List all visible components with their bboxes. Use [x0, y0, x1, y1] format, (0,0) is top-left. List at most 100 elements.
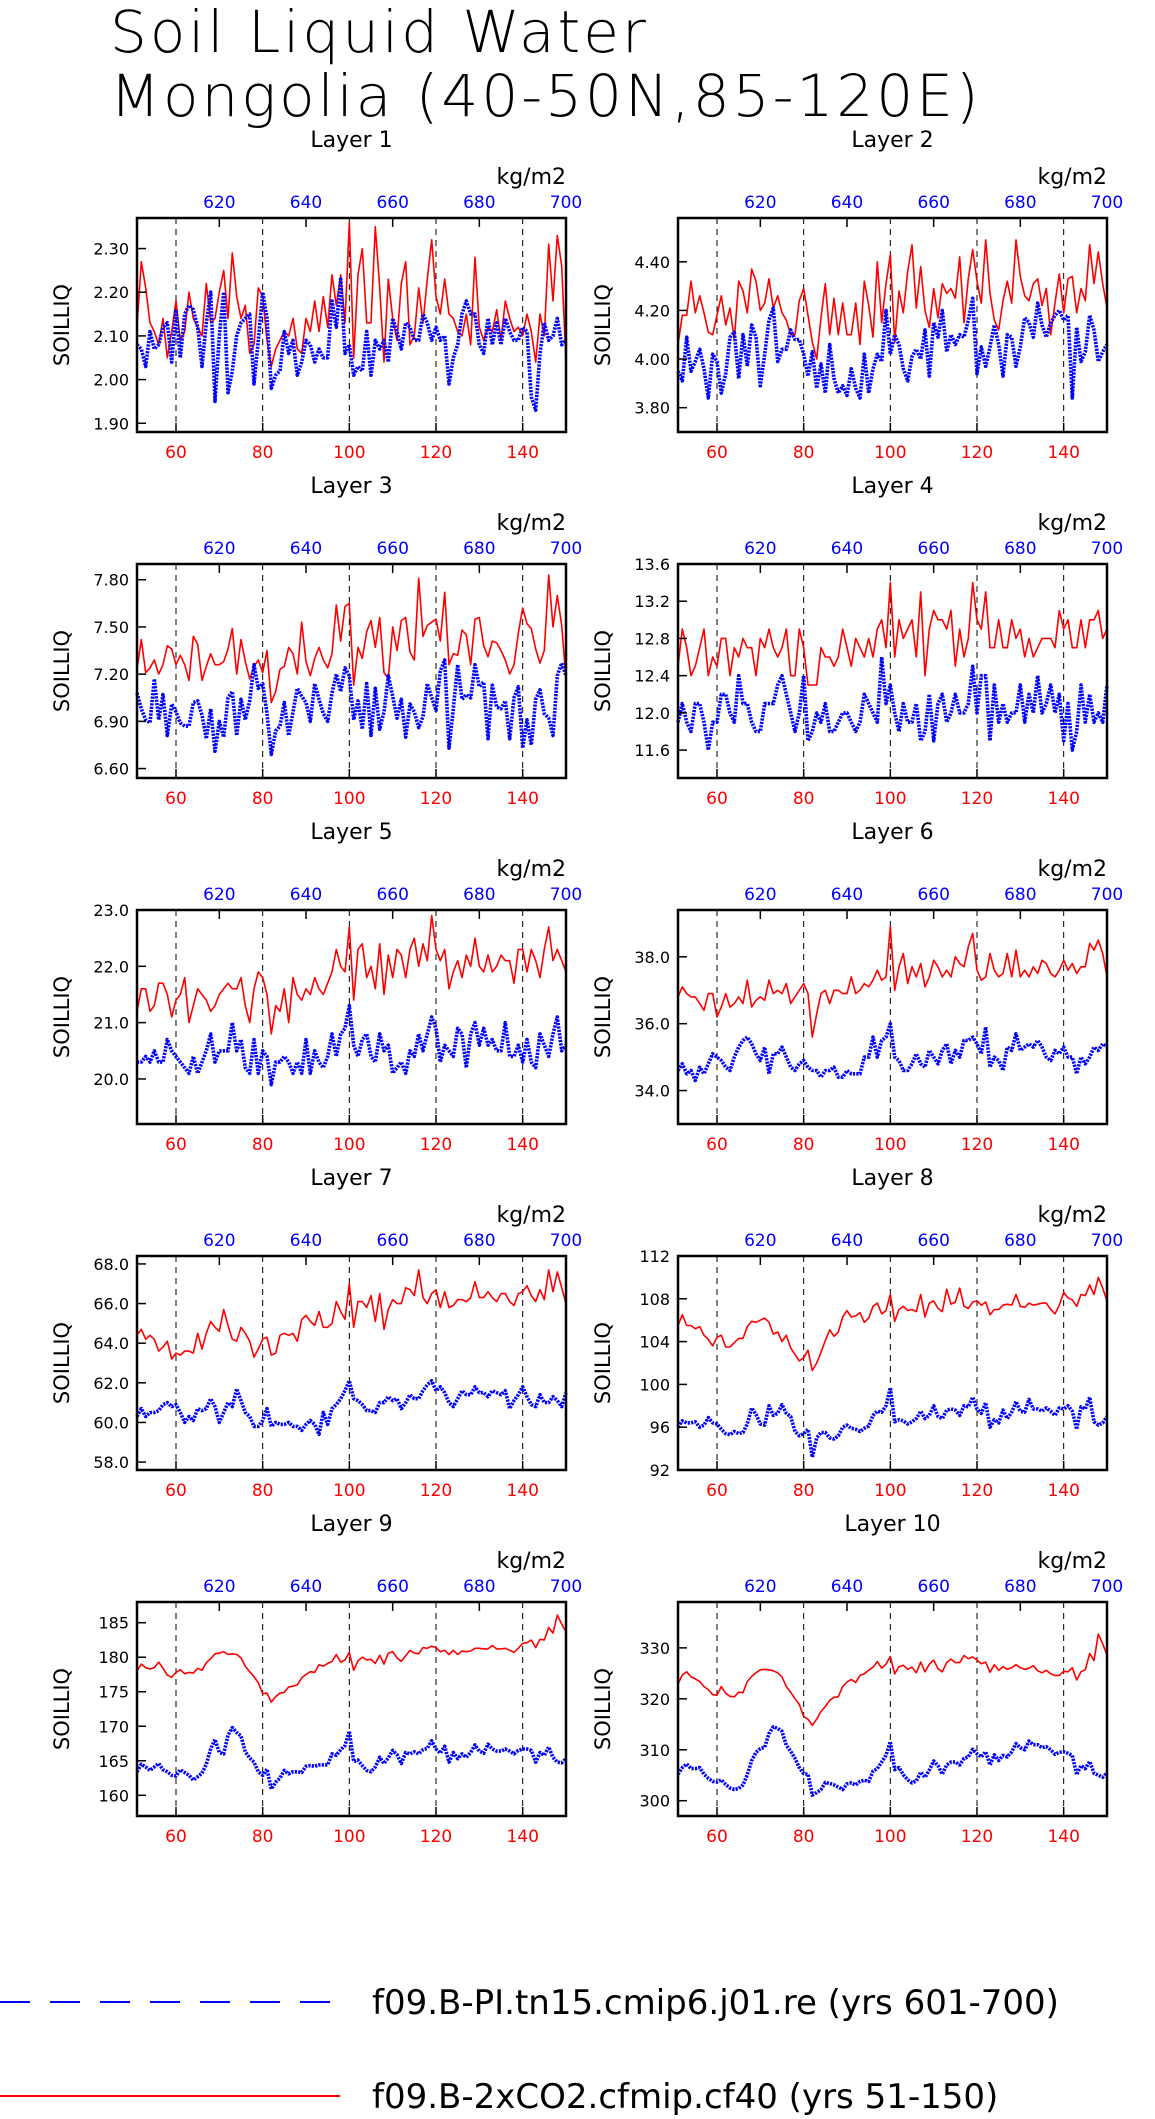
y-axis-label: SOILLIQ	[50, 1322, 74, 1404]
bottom-tick-label: 60	[165, 789, 187, 809]
series-line-red	[677, 1633, 1108, 1727]
top-tick-label: 620	[744, 885, 776, 905]
y-tick-label: 12.0	[634, 704, 670, 723]
y-tick-label: 112	[639, 1247, 670, 1266]
y-tick-label: 34.0	[634, 1082, 670, 1101]
bottom-tick-label: 60	[706, 789, 728, 809]
y-tick-label: 7.80	[93, 571, 129, 590]
plot-frame	[676, 216, 1109, 434]
top-tick-label: 680	[463, 885, 495, 905]
top-tick-label: 700	[1091, 539, 1123, 559]
bottom-tick-label: 100	[874, 443, 906, 463]
y-axis-label: SOILLIQ	[591, 1322, 615, 1404]
bottom-tick-label: 100	[333, 1135, 365, 1155]
bottom-tick-label: 140	[506, 1827, 538, 1847]
bottom-tick-label: 80	[793, 443, 815, 463]
top-unit-label: kg/m2	[496, 1549, 566, 1574]
bottom-tick-label: 140	[1047, 1827, 1079, 1847]
y-axis-label: SOILLIQ	[591, 284, 615, 366]
top-tick-label: 620	[203, 193, 235, 213]
y-axis-label: SOILLIQ	[50, 976, 74, 1058]
bottom-tick-label: 100	[874, 1481, 906, 1501]
series-line-red	[677, 581, 1108, 686]
bottom-tick-label: 60	[706, 1481, 728, 1501]
y-tick-label: 2.10	[93, 327, 129, 346]
panel-title: Layer 10	[844, 1512, 940, 1537]
top-tick-label: 680	[463, 193, 495, 213]
top-tick-label: 620	[744, 193, 776, 213]
top-tick-label: 700	[1091, 1577, 1123, 1597]
top-tick-label: 700	[1091, 1231, 1123, 1251]
legend-label-red: f09.B-2xCO2.cfmip.cf40 (yrs 51-150)	[372, 2077, 998, 2117]
bottom-tick-label: 60	[706, 443, 728, 463]
series-line-blue	[135, 1725, 568, 1791]
bottom-tick-label: 80	[252, 443, 274, 463]
y-tick-label: 175	[98, 1683, 129, 1702]
y-tick-label: 165	[98, 1752, 129, 1771]
y-tick-label: 38.0	[634, 948, 670, 967]
top-tick-label: 640	[290, 1231, 322, 1251]
y-tick-label: 2.00	[93, 371, 129, 390]
top-tick-label: 660	[917, 1577, 949, 1597]
series-line-red	[136, 1269, 567, 1360]
bottom-tick-label: 100	[874, 1135, 906, 1155]
y-tick-label: 1.90	[93, 414, 129, 433]
top-tick-label: 700	[1091, 885, 1123, 905]
bottom-tick-label: 80	[252, 1135, 274, 1155]
y-tick-label: 12.8	[634, 629, 670, 648]
top-tick-label: 700	[1091, 193, 1123, 213]
bottom-tick-label: 140	[1047, 1481, 1079, 1501]
plot-frame	[676, 562, 1109, 780]
top-tick-label: 700	[550, 1231, 582, 1251]
y-tick-label: 4.40	[634, 253, 670, 272]
bottom-tick-label: 140	[1047, 1135, 1079, 1155]
top-unit-label: kg/m2	[1037, 511, 1107, 536]
bottom-tick-label: 140	[506, 443, 538, 463]
bottom-tick-label: 100	[333, 789, 365, 809]
bottom-tick-label: 80	[252, 789, 274, 809]
top-tick-label: 660	[376, 1231, 408, 1251]
top-tick-label: 700	[550, 193, 582, 213]
top-unit-label: kg/m2	[496, 511, 566, 536]
top-tick-label: 660	[917, 885, 949, 905]
y-axis-label: SOILLIQ	[591, 976, 615, 1058]
bottom-tick-label: 120	[961, 1827, 993, 1847]
y-tick-label: 330	[639, 1639, 670, 1658]
y-tick-label: 12.4	[634, 667, 670, 686]
top-tick-label: 620	[744, 1231, 776, 1251]
top-tick-label: 640	[290, 885, 322, 905]
panel-title: Layer 2	[851, 128, 933, 153]
y-tick-label: 4.20	[634, 301, 670, 320]
y-tick-label: 7.50	[93, 618, 129, 637]
y-tick-label: 320	[639, 1690, 670, 1709]
plot-frame	[135, 562, 568, 780]
bottom-tick-label: 60	[165, 1481, 187, 1501]
bottom-tick-label: 120	[961, 789, 993, 809]
top-unit-label: kg/m2	[1037, 165, 1107, 190]
y-tick-label: 180	[98, 1648, 129, 1667]
y-tick-label: 6.60	[93, 760, 129, 779]
top-tick-label: 680	[1004, 193, 1036, 213]
y-axis-label: SOILLIQ	[591, 630, 615, 712]
series-line-red	[677, 239, 1108, 360]
top-tick-label: 680	[463, 1231, 495, 1251]
series-line-blue	[676, 1021, 1109, 1083]
bottom-tick-label: 120	[420, 1481, 452, 1501]
series-line-red	[677, 1276, 1108, 1372]
series-line-blue	[135, 277, 568, 413]
y-axis-label: SOILLIQ	[50, 630, 74, 712]
bottom-tick-label: 120	[420, 1135, 452, 1155]
top-unit-label: kg/m2	[496, 857, 566, 882]
top-unit-label: kg/m2	[1037, 1203, 1107, 1228]
legend-label-blue: f09.B-PI.tn15.cmip6.j01.re (yrs 601-700)	[372, 1983, 1059, 2023]
top-unit-label: kg/m2	[1037, 857, 1107, 882]
top-tick-label: 680	[1004, 885, 1036, 905]
top-tick-label: 620	[203, 1577, 235, 1597]
bottom-tick-label: 140	[506, 1135, 538, 1155]
panel-title: Layer 6	[851, 820, 933, 845]
y-tick-label: 92	[650, 1461, 670, 1480]
top-tick-label: 660	[917, 1231, 949, 1251]
plot-frame	[135, 908, 568, 1126]
series-line-red	[136, 1614, 567, 1703]
bottom-tick-label: 140	[1047, 443, 1079, 463]
